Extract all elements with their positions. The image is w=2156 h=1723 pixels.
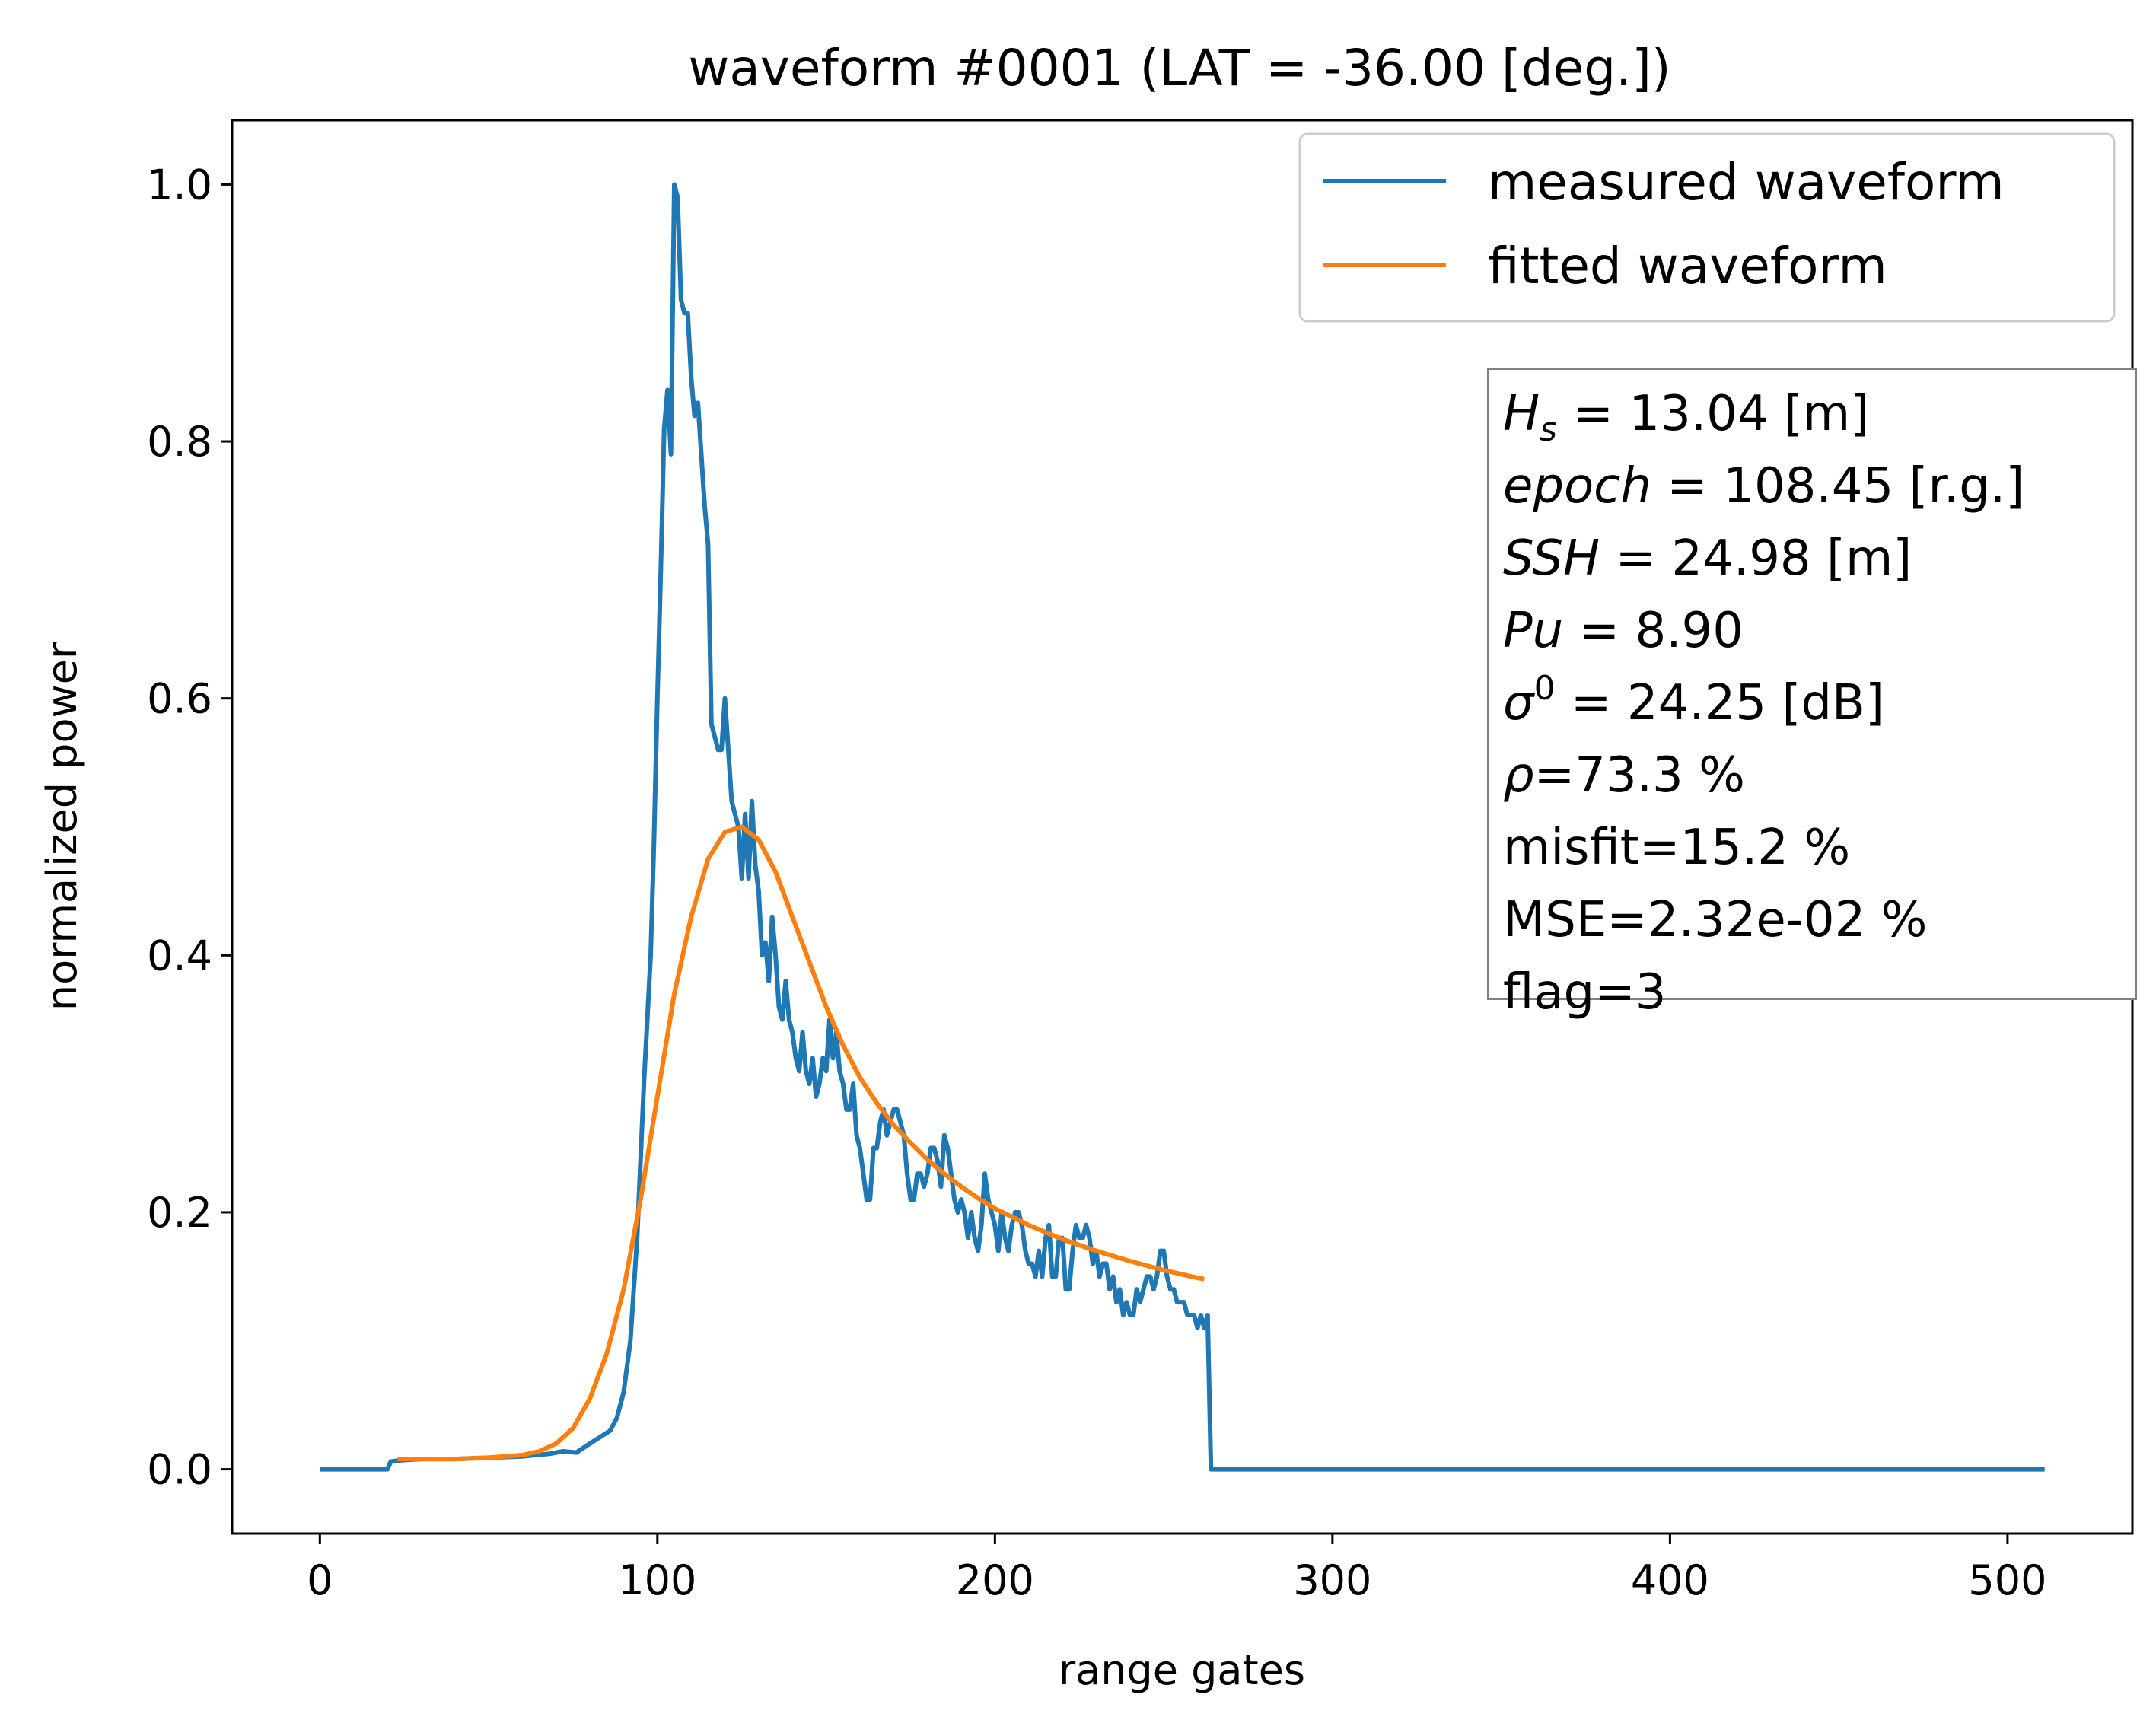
fit-parameter-line: Pu = 8.90 xyxy=(1503,603,1744,659)
x-axis-ticks: 0 100 200 300 400 500 xyxy=(307,1534,2046,1604)
fit-parameters-frame xyxy=(1487,368,2137,1000)
legend-box xyxy=(1298,132,2116,323)
x-tick-label: 200 xyxy=(956,1556,1034,1604)
y-tick-label: 0.4 xyxy=(147,932,212,979)
fit-parameter-line: ρ=73.3 % xyxy=(1503,747,1745,804)
y-tick-label: 0.2 xyxy=(147,1189,212,1237)
x-tick-label: 100 xyxy=(618,1556,696,1604)
y-tick-label: 0.0 xyxy=(147,1446,212,1494)
y-tick-label: 0.8 xyxy=(147,418,212,466)
fit-parameter-line: SSH = 24.98 [m] xyxy=(1503,530,1912,587)
legend-label-fitted: fitted waveform xyxy=(1488,237,1887,295)
fit-parameter-line: σ0 = 24.25 [dB] xyxy=(1503,669,1884,731)
x-tick-label: 300 xyxy=(1293,1556,1371,1604)
fit-parameters-lines: Hs = 13.04 [m] epoch = 108.45 [r.g.] SSH =… xyxy=(1503,386,2024,1021)
x-axis-label: range gates xyxy=(1059,1646,1305,1694)
fit-parameter-line: flag=3 xyxy=(1503,964,1667,1021)
series-line-fitted xyxy=(397,824,1205,1462)
fit-parameters-box: Hs = 13.04 [m] epoch = 108.45 [r.g.] SSH =… xyxy=(1487,368,2137,1021)
fit-parameter-line: epoch = 108.45 [r.g.] xyxy=(1503,458,2024,514)
x-tick-label: 0 xyxy=(307,1556,333,1604)
series-layer xyxy=(320,182,2045,1472)
legend-label-measured: measured waveform xyxy=(1488,153,2005,212)
x-tick-label: 500 xyxy=(1968,1556,2046,1604)
fit-parameter-line: misfit=15.2 % xyxy=(1503,820,1850,876)
y-tick-label: 1.0 xyxy=(147,161,212,209)
fit-parameter-line: MSE=2.32e-02 % xyxy=(1503,892,1927,948)
x-tick-label: 400 xyxy=(1631,1556,1709,1604)
fit-parameter-line: Hs = 13.04 [m] xyxy=(1503,386,1869,449)
legend: measured waveform fitted waveform xyxy=(1298,132,2116,323)
y-tick-label: 0.6 xyxy=(147,675,212,723)
y-axis-label: normalized power xyxy=(38,642,86,1011)
y-axis-ticks: 0.0 0.2 0.4 0.6 0.8 1.0 xyxy=(147,161,232,1494)
chart-title: waveform #0001 (LAT = -36.00 [deg.]) xyxy=(688,39,1670,97)
